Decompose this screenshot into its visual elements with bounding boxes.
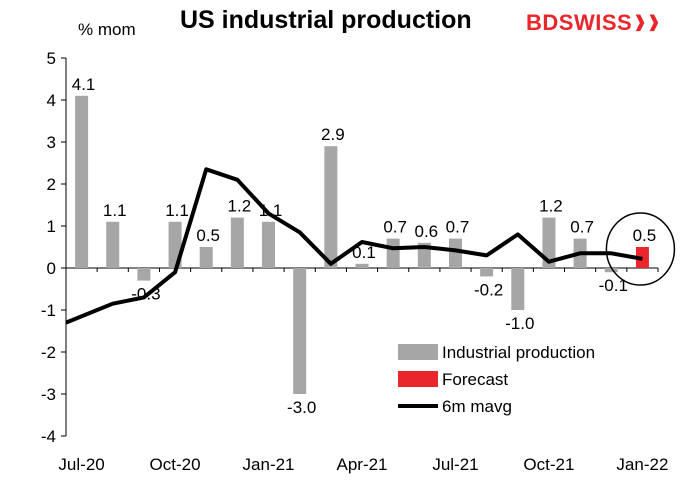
bar-data-label: 0.7 bbox=[446, 218, 470, 237]
bar-data-label: -3.0 bbox=[287, 398, 316, 417]
bar bbox=[293, 268, 307, 394]
bar-data-label: 0.6 bbox=[414, 222, 438, 241]
bar bbox=[75, 95, 89, 268]
y-tick-label: -4 bbox=[41, 427, 56, 446]
bdswiss-logo: BDSWISS❱❱ bbox=[526, 10, 661, 36]
bar bbox=[230, 217, 244, 268]
legend-swatch bbox=[398, 371, 438, 387]
legend-label: Industrial production bbox=[442, 343, 595, 362]
x-tick-label: Jul-21 bbox=[432, 455, 478, 474]
bar bbox=[511, 268, 525, 310]
x-tick-label: Jul-20 bbox=[58, 455, 104, 474]
bar-data-label: 1.2 bbox=[228, 197, 252, 216]
legend-label: Forecast bbox=[442, 370, 508, 389]
bar bbox=[199, 247, 213, 268]
bar-data-label: -1.0 bbox=[505, 314, 534, 333]
forecast-highlight-circle bbox=[605, 212, 676, 286]
bar bbox=[448, 238, 462, 268]
bar-data-label: 1.2 bbox=[539, 197, 563, 216]
bar bbox=[604, 268, 618, 273]
bar bbox=[324, 146, 338, 268]
y-tick-label: 5 bbox=[47, 49, 56, 68]
x-tick-label: Oct-20 bbox=[150, 455, 201, 474]
x-tick-label: Oct-21 bbox=[523, 455, 574, 474]
bar-data-label: 2.9 bbox=[321, 125, 345, 144]
y-tick-label: 2 bbox=[47, 175, 56, 194]
moving-average-line bbox=[65, 167, 643, 325]
y-tick-label: 4 bbox=[47, 91, 56, 110]
bar-data-label: 1.1 bbox=[103, 201, 127, 220]
logo-text-swiss: SWISS bbox=[558, 10, 633, 35]
bar-data-label: 0.7 bbox=[570, 218, 594, 237]
bar-data-label: -0.2 bbox=[474, 280, 503, 299]
y-tick-label: 3 bbox=[47, 133, 56, 152]
bar-data-label: 0.5 bbox=[196, 226, 220, 245]
bar bbox=[542, 217, 556, 268]
bar bbox=[106, 221, 120, 268]
x-tick-label: Apr-21 bbox=[336, 455, 387, 474]
bar bbox=[355, 263, 369, 268]
y-tick-label: -3 bbox=[41, 385, 56, 404]
y-tick-label: 0 bbox=[47, 259, 56, 278]
x-tick-label: Jan-22 bbox=[616, 455, 668, 474]
double-chevron-right-icon: ❱❱ bbox=[633, 14, 661, 31]
bar bbox=[480, 268, 494, 277]
y-tick-label: 1 bbox=[47, 217, 56, 236]
chart-title: US industrial production bbox=[180, 6, 472, 34]
y-tick-label: -1 bbox=[41, 301, 56, 320]
bar bbox=[386, 238, 400, 268]
forecast-data-label: 0.5 bbox=[633, 226, 657, 245]
y-axis-unit-label: % mom bbox=[78, 20, 136, 39]
logo-text-bd: BD bbox=[526, 10, 559, 35]
y-tick-label: -2 bbox=[41, 343, 56, 362]
bar-data-label: 0.7 bbox=[383, 218, 407, 237]
bar-data-label: 1.1 bbox=[259, 201, 283, 220]
legend-swatch bbox=[398, 344, 438, 360]
bar-data-label: 4.1 bbox=[72, 75, 96, 94]
bar-data-label: 1.1 bbox=[165, 201, 189, 220]
bar bbox=[137, 268, 151, 281]
x-tick-label: Jan-21 bbox=[243, 455, 295, 474]
bar-data-label: 0.1 bbox=[352, 243, 376, 262]
bar bbox=[262, 221, 276, 268]
bar-data-label: -0.1 bbox=[599, 276, 628, 295]
legend-label: 6m mavg bbox=[442, 397, 512, 416]
